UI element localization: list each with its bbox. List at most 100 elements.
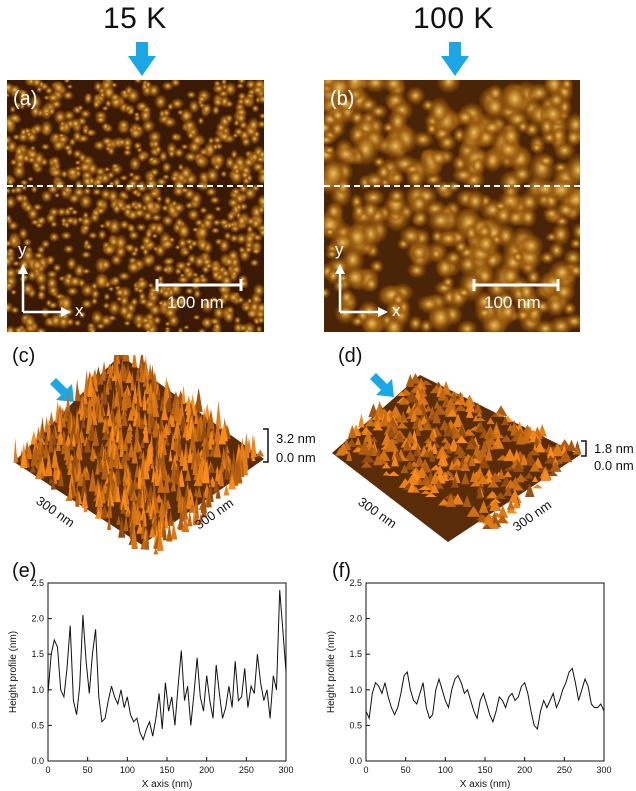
surface-peak <box>482 512 496 524</box>
surface-peak <box>157 417 165 439</box>
surface-peak <box>503 448 517 461</box>
surface-peak <box>130 370 135 391</box>
afm-grain <box>421 99 435 112</box>
afm-grain <box>127 106 135 116</box>
surface-peak <box>219 463 225 487</box>
afm-grain <box>40 120 54 137</box>
afm-grain <box>197 116 205 125</box>
surface-peak <box>131 355 138 368</box>
afm-grain <box>4 187 12 195</box>
surface-peak <box>120 503 127 514</box>
afm-grain <box>481 119 503 136</box>
surface-peak <box>228 474 236 490</box>
afm-grain <box>217 130 232 143</box>
afm-grain <box>565 128 582 147</box>
afm-grain <box>13 185 24 195</box>
afm-grain <box>4 195 17 210</box>
afm-grain <box>214 206 222 212</box>
afm-grain <box>349 109 365 126</box>
afm-grain <box>141 119 156 133</box>
afm-grain <box>323 227 337 237</box>
panel-label-e: (e) <box>12 560 37 582</box>
afm-grain <box>387 188 406 204</box>
surface-peak <box>524 451 536 463</box>
afm-topography-b <box>310 64 592 339</box>
afm-grain <box>518 233 545 258</box>
surface-peak <box>81 490 89 509</box>
surface-peak <box>139 415 145 429</box>
surface-peak <box>416 393 430 405</box>
afm-grain <box>138 291 147 302</box>
afm-grain <box>23 202 34 214</box>
afm-grain <box>31 123 44 135</box>
surface-peak <box>404 460 415 470</box>
surface-peak <box>491 412 500 418</box>
surface-peak <box>451 430 463 439</box>
surface-peak <box>415 467 429 478</box>
afm-grain <box>351 202 367 220</box>
afm-grain <box>100 258 112 271</box>
x-tick-label: 100 <box>438 765 453 775</box>
surface-peak <box>377 449 391 461</box>
afm-grain <box>30 104 41 119</box>
afm-grain <box>150 213 163 222</box>
surface-peak <box>524 483 535 498</box>
surface-peak <box>465 441 476 450</box>
afm-grain <box>176 222 191 240</box>
surface-peak <box>218 426 226 445</box>
y-tick-label: 0.0 <box>31 756 44 766</box>
surface-peak <box>534 441 546 453</box>
surface-peak <box>405 474 420 485</box>
afm-topography-a <box>0 74 271 338</box>
surface-peak <box>179 447 185 467</box>
afm-grain <box>246 224 254 235</box>
x-tick-label: 250 <box>557 765 572 775</box>
surface-peak <box>178 504 184 531</box>
surface-peak <box>146 412 152 434</box>
surface-peak <box>30 448 39 467</box>
afm-grain <box>204 262 213 270</box>
surface-peak <box>111 389 116 409</box>
surface-peak <box>215 484 221 499</box>
surface-peak <box>163 468 170 493</box>
surface-peak <box>36 426 41 441</box>
surface-peak <box>173 433 178 452</box>
afm-grain <box>99 91 106 99</box>
surface-peak <box>131 529 139 549</box>
afm-grain <box>117 190 129 200</box>
surface-peak <box>402 439 412 451</box>
surface-peak <box>148 362 153 380</box>
afm-grain <box>161 287 172 299</box>
surface-peak <box>187 510 193 527</box>
surface-peak <box>380 413 390 427</box>
afm-grain <box>500 264 521 288</box>
afm-grain <box>231 270 238 278</box>
surface-peak <box>360 461 373 468</box>
surface-peak <box>451 476 460 488</box>
afm-grain <box>77 105 84 111</box>
surface-peak <box>201 415 207 441</box>
afm-grain <box>235 213 248 228</box>
afm-grain <box>229 233 239 243</box>
afm-grain <box>174 244 181 250</box>
afm-grain <box>406 168 426 189</box>
afm-grain <box>475 231 497 256</box>
surface-peak <box>420 423 434 431</box>
afm-grain <box>127 260 141 275</box>
afm-grain <box>157 275 164 283</box>
afm-grain <box>114 234 128 252</box>
surface-peak <box>465 398 475 412</box>
afm-grain <box>325 201 342 221</box>
afm-grain <box>256 310 265 319</box>
surface-peak <box>424 492 437 497</box>
surface-peak <box>206 414 212 439</box>
y-tick-label: 2.5 <box>349 578 362 588</box>
afm-grain <box>63 78 71 84</box>
afm-grain <box>141 253 156 268</box>
afm-grain <box>426 208 455 233</box>
surface-peak <box>358 413 365 428</box>
surface-peak <box>166 523 173 542</box>
surface-peak <box>160 403 169 421</box>
afm-grain <box>86 128 95 137</box>
surface-peak <box>159 395 165 411</box>
